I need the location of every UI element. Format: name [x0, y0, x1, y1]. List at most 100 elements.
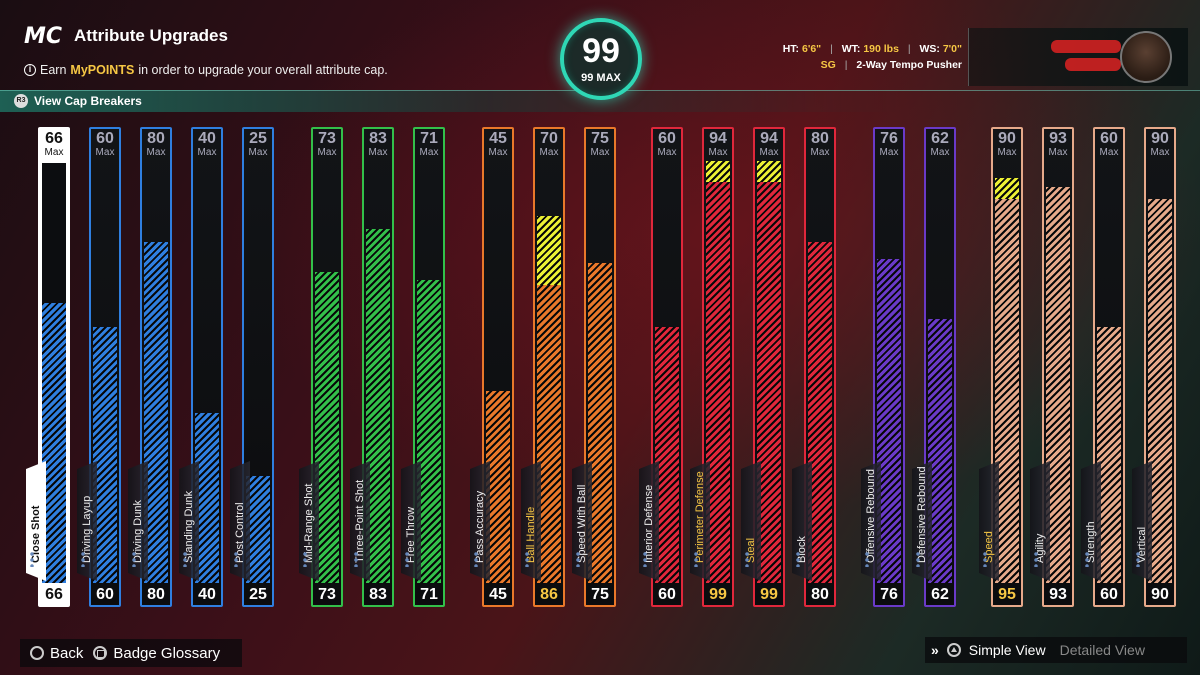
- cap-max-label: Max: [930, 147, 950, 158]
- height-label: HT:: [782, 43, 800, 55]
- footer-left: Back Badge Glossary: [20, 639, 242, 667]
- attribute-column-three-point-shot[interactable]: 83 Max Three-Point Shot 83: [362, 127, 394, 607]
- attribute-label-tab: Ball Handle: [521, 461, 541, 581]
- attribute-value: 86: [540, 586, 558, 603]
- attribute-cap: 62 Max: [924, 130, 956, 159]
- attribute-cap: 60 Max: [651, 131, 683, 159]
- attribute-fill: [42, 303, 66, 583]
- attribute-column-standing-dunk[interactable]: 40 Max Standing Dunk 40: [191, 127, 223, 607]
- attribute-track: [366, 161, 390, 583]
- view-cap-breakers-button[interactable]: R3 View Cap Breakers: [14, 94, 142, 108]
- attribute-value: 93: [1049, 586, 1067, 603]
- attribute-fill: [366, 229, 390, 583]
- attribute-cap: 45 Max: [482, 131, 514, 159]
- cap-max-label: Max: [657, 147, 677, 158]
- cap-max-label: Max: [879, 147, 899, 158]
- attribute-fill: [757, 182, 781, 583]
- dots-indicator: [132, 551, 136, 567]
- attribute-column-speed[interactable]: 90 Max Speed 95: [991, 127, 1023, 607]
- attribute-column-agility[interactable]: 93 Max Agility 93: [1042, 127, 1074, 607]
- attribute-label-tab: Speed With Ball: [572, 461, 592, 581]
- dots-indicator: [1034, 551, 1038, 567]
- attribute-column-vertical[interactable]: 90 Max Vertical 90: [1144, 127, 1176, 607]
- triangle-button-icon: [946, 643, 961, 657]
- attribute-fill: [246, 476, 270, 583]
- attribute-track: [1097, 161, 1121, 583]
- attribute-value: 99: [709, 586, 727, 603]
- attribute-column-mid-range-shot[interactable]: 73 Max Mid-Range Shot 73: [311, 127, 343, 607]
- cap-max-label: Max: [590, 147, 610, 158]
- attribute-column-defensive-rebound[interactable]: 62 Max Defensive Rebound 62: [924, 127, 956, 607]
- cap-value: 94: [760, 130, 778, 147]
- attribute-column-close-shot[interactable]: 66 Max Close Shot 66: [38, 127, 70, 607]
- view-toggle: » Simple View Detailed View: [925, 637, 1187, 663]
- dots-indicator: [694, 551, 698, 567]
- player-card: [968, 28, 1188, 86]
- attribute-column-driving-dunk[interactable]: 80 Max Driving Dunk 80: [140, 127, 172, 607]
- cap-value: 71: [420, 130, 438, 147]
- redacted-name: [1051, 40, 1121, 53]
- attribute-label-tab: Defensive Rebound: [912, 461, 932, 581]
- attribute-track: [537, 161, 561, 583]
- attribute-value: 62: [931, 586, 949, 603]
- attribute-cap: 66 Max: [38, 131, 70, 159]
- attribute-fill: [486, 391, 510, 583]
- attribute-track: [995, 161, 1019, 583]
- back-label: Back: [50, 644, 84, 662]
- attribute-column-speed-with-ball[interactable]: 75 Max Speed With Ball 75: [584, 127, 616, 607]
- simple-view-option[interactable]: Simple View: [968, 642, 1046, 658]
- badge-glossary-button[interactable]: Badge Glossary: [93, 645, 220, 662]
- attribute-column-free-throw[interactable]: 71 Max Free Throw 71: [413, 127, 445, 607]
- view-cap-breakers-label: View Cap Breakers: [34, 94, 142, 108]
- attribute-column-driving-layup[interactable]: 60 Max Driving Layup 60: [89, 127, 121, 607]
- cap-max-label: Max: [95, 147, 115, 158]
- attribute-column-ball-handle[interactable]: 70 Max Ball Handle 86: [533, 127, 565, 607]
- dots-indicator: [81, 551, 85, 567]
- dots-indicator: [865, 551, 869, 567]
- attribute-cap: 93 Max: [1042, 131, 1074, 159]
- attribute-column-post-control[interactable]: 25 Max Post Control 25: [242, 127, 274, 607]
- cap-value: 62: [931, 130, 949, 147]
- weight-value: 190 lbs: [863, 43, 899, 55]
- attribute-label-tab: Standing Dunk: [179, 461, 199, 581]
- cap-max-label: Max: [317, 147, 337, 158]
- boost-fill: [995, 178, 1019, 200]
- attribute-value: 60: [658, 586, 676, 603]
- dots-indicator: [405, 551, 409, 567]
- attribute-label-tab: Speed: [979, 461, 999, 581]
- back-button[interactable]: Back: [30, 645, 83, 662]
- dots-indicator: [1085, 551, 1089, 567]
- attribute-column-pass-accuracy[interactable]: 45 Max Pass Accuracy 45: [482, 127, 514, 607]
- attribute-cap: 75 Max: [584, 131, 616, 159]
- attribute-column-steal[interactable]: 94 Max Steal 99: [753, 127, 785, 607]
- boost-fill: [537, 216, 561, 285]
- attribute-track: [195, 161, 219, 583]
- badge-glossary-label: Badge Glossary: [113, 644, 221, 662]
- attribute-label: Perimeter Defense: [694, 471, 706, 563]
- dots-indicator: [303, 551, 307, 567]
- attribute-column-interior-defense[interactable]: 60 Max Interior Defense 60: [651, 127, 683, 607]
- r3-button-icon: R3: [14, 94, 28, 108]
- attribute-value: 40: [198, 586, 216, 603]
- attribute-value: 60: [96, 586, 114, 603]
- attribute-column-block[interactable]: 80 Max Block 80: [804, 127, 836, 607]
- attribute-fill: [995, 199, 1019, 583]
- attribute-track: [928, 161, 952, 583]
- attribute-fill: [1046, 186, 1070, 583]
- attribute-fill: [315, 271, 339, 583]
- attribute-column-perimeter-defense[interactable]: 94 Max Perimeter Defense 99: [702, 127, 734, 607]
- info-subtitle: i Earn MyPOINTS in order to upgrade your…: [24, 63, 388, 77]
- dots-indicator: [234, 551, 238, 567]
- attribute-column-strength[interactable]: 60 Max Strength 60: [1093, 127, 1125, 607]
- attribute-track: [315, 161, 339, 583]
- detailed-view-option[interactable]: Detailed View: [1059, 642, 1145, 658]
- attribute-value: 99: [760, 586, 778, 603]
- attribute-label: Offensive Rebound: [865, 469, 877, 563]
- attribute-value: 25: [249, 586, 267, 603]
- cap-max-label: Max: [44, 147, 64, 158]
- cap-value: 90: [1151, 130, 1169, 147]
- attribute-column-offensive-rebound[interactable]: 76 Max Offensive Rebound 76: [873, 127, 905, 607]
- position-value: SG: [820, 59, 836, 71]
- attribute-value: 71: [420, 586, 438, 603]
- attribute-track: [486, 161, 510, 583]
